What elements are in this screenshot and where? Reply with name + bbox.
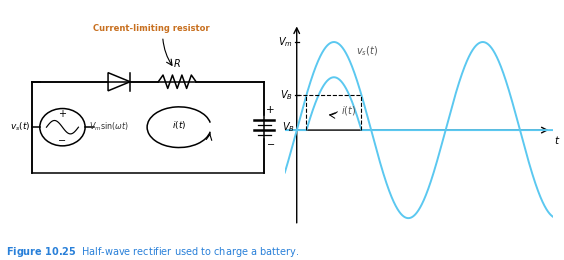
Text: −: −: [267, 140, 275, 150]
Text: −: −: [59, 135, 67, 146]
Text: +: +: [59, 109, 67, 119]
Text: Current-limiting resistor: Current-limiting resistor: [92, 24, 209, 33]
Text: $v_s(t)$: $v_s(t)$: [356, 44, 378, 58]
Text: $i(t)$: $i(t)$: [172, 119, 186, 131]
Text: $R$: $R$: [173, 57, 181, 69]
Text: +: +: [266, 105, 275, 115]
Text: $i(t)$: $i(t)$: [341, 104, 356, 117]
Text: $v_s(t)$: $v_s(t)$: [10, 121, 30, 133]
Text: $V_B$: $V_B$: [282, 120, 294, 134]
Text: $V_m$: $V_m$: [278, 35, 293, 49]
Text: $V_m\sin(\omega t)$: $V_m\sin(\omega t)$: [89, 121, 129, 133]
Text: $t$: $t$: [554, 134, 561, 146]
Text: $\mathbf{Figure\ 10.25}$  Half-wave rectifier used to charge a battery.: $\mathbf{Figure\ 10.25}$ Half-wave recti…: [6, 245, 299, 259]
Text: $V_B$: $V_B$: [280, 88, 293, 102]
